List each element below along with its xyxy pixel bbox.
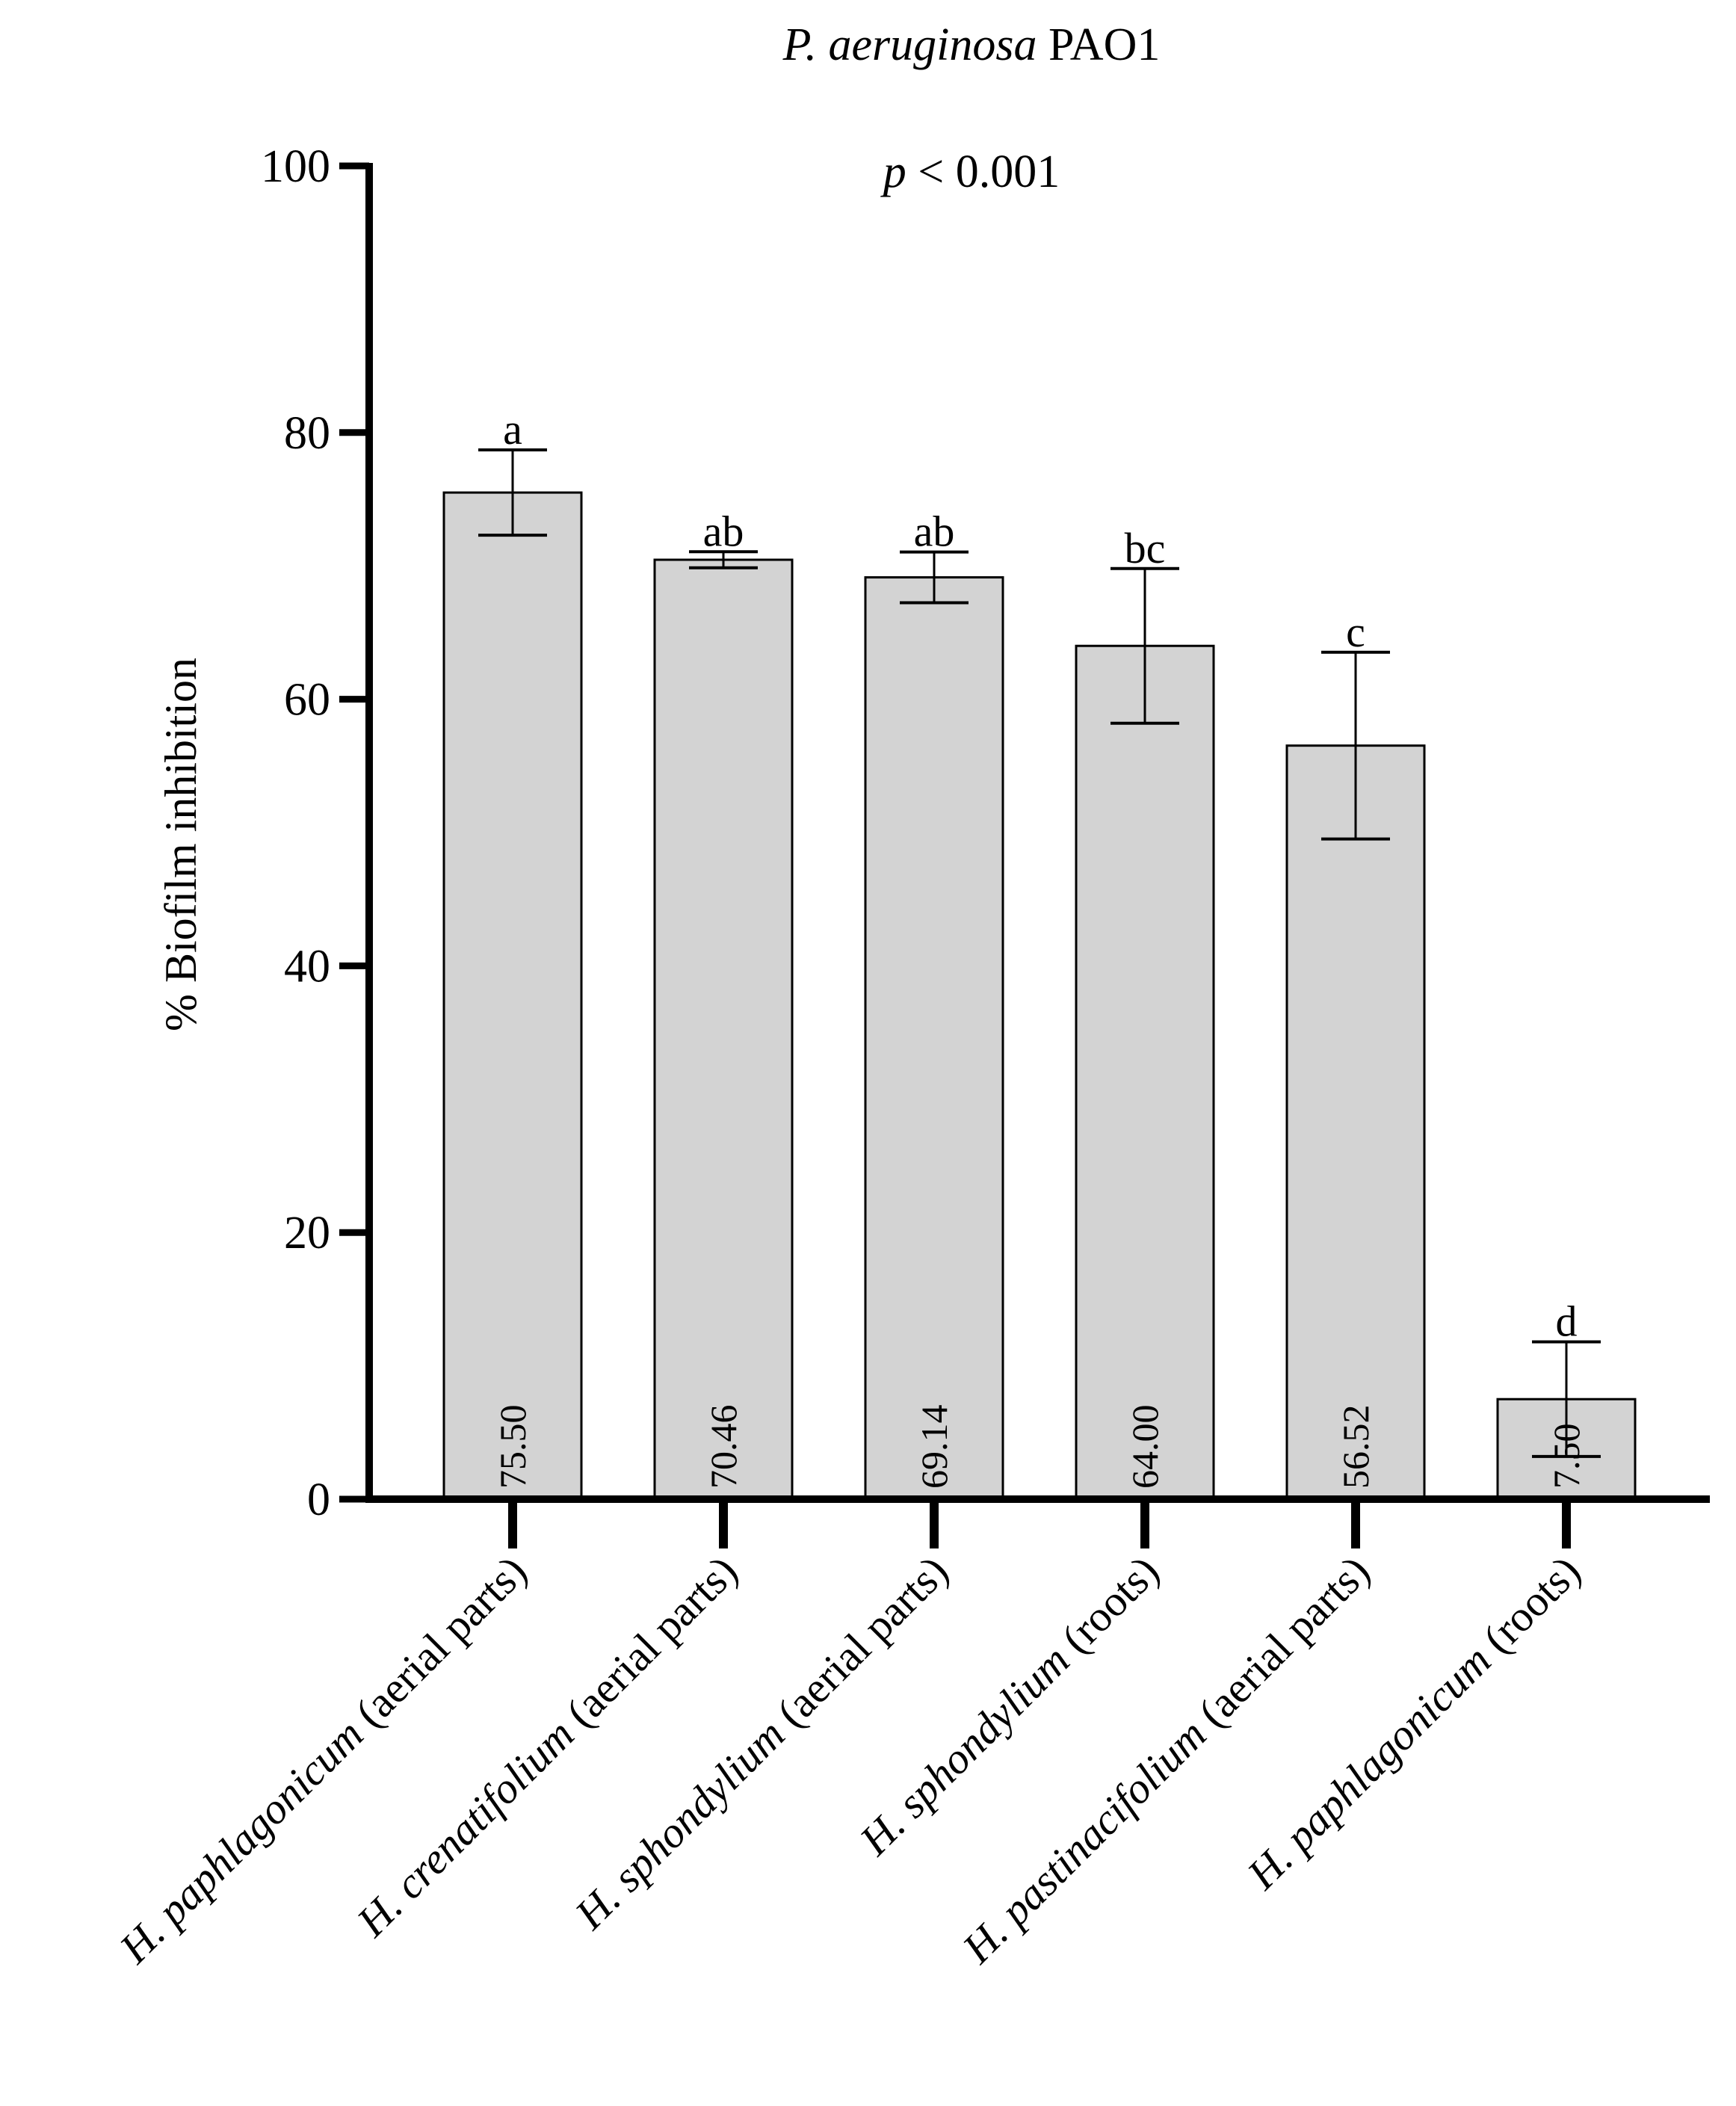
chart-title: P. aeruginosa PAO1 bbox=[782, 19, 1161, 70]
category-part: (aerial parts) bbox=[549, 1546, 747, 1744]
category-part: (aerial parts) bbox=[1181, 1546, 1380, 1744]
category-species: H. sphondylium bbox=[850, 1636, 1078, 1865]
p-value-annotation: p < 0.001 bbox=[880, 146, 1060, 197]
x-tick-label: H. sphondylium (aerial parts) bbox=[565, 1546, 957, 1939]
category-part: (aerial parts) bbox=[339, 1546, 537, 1744]
y-axis-title: % Biofilm inhibition bbox=[156, 658, 206, 1031]
y-tick-label: 100 bbox=[261, 141, 330, 192]
x-tick-label: H. paphlagonicum (aerial parts) bbox=[110, 1546, 537, 1973]
significance-letter: d bbox=[1556, 1297, 1578, 1345]
x-tick-label: H. pastinacifolium (aerial parts) bbox=[953, 1546, 1380, 1973]
bar-value-label: 7.50 bbox=[1545, 1424, 1587, 1489]
bar bbox=[442, 491, 583, 1501]
category-part: (aerial parts) bbox=[760, 1546, 958, 1744]
chart-title-rest: PAO1 bbox=[1037, 19, 1161, 70]
bar-value-label: 75.50 bbox=[492, 1405, 534, 1489]
category-species: H. paphlagonicum bbox=[110, 1710, 373, 1973]
y-tick-label: 40 bbox=[284, 941, 330, 992]
x-tick-label: H. paphlagonicum (roots) bbox=[1238, 1546, 1590, 1899]
y-tick-label: 0 bbox=[307, 1474, 330, 1525]
bar-value-label: 64.00 bbox=[1124, 1405, 1166, 1489]
bar bbox=[864, 576, 1004, 1501]
bar-value-label: 70.46 bbox=[702, 1405, 744, 1489]
y-tick-label: 60 bbox=[284, 675, 330, 726]
x-tick-label: H. crenatifolium (aerial parts) bbox=[347, 1546, 747, 1946]
bar-value-label: 56.52 bbox=[1335, 1405, 1377, 1489]
chart-title-italic: P. aeruginosa bbox=[782, 19, 1037, 70]
p-value-italic: p bbox=[880, 146, 906, 197]
y-tick-label: 20 bbox=[284, 1208, 330, 1259]
bar bbox=[1075, 644, 1215, 1501]
bar bbox=[1285, 744, 1426, 1501]
significance-letter: c bbox=[1346, 608, 1365, 656]
category-part: (roots) bbox=[1466, 1546, 1590, 1670]
significance-letter: ab bbox=[914, 507, 955, 556]
significance-letter: ab bbox=[703, 507, 744, 555]
bar bbox=[653, 558, 794, 1501]
category-part: (roots) bbox=[1045, 1546, 1169, 1670]
category-species: H. crenatifolium bbox=[347, 1710, 583, 1946]
p-value-rest: < 0.001 bbox=[906, 146, 1060, 197]
category-species: H. sphondylium bbox=[565, 1710, 794, 1939]
y-tick-label: 80 bbox=[284, 408, 330, 459]
significance-letter: bc bbox=[1125, 524, 1166, 572]
significance-letter: a bbox=[503, 405, 522, 454]
bar-value-label: 69.14 bbox=[913, 1405, 955, 1489]
plot-area: 0 20 40 60 80 100 75.50 a H. paphlagonicum (aeri… bbox=[110, 141, 1710, 1973]
